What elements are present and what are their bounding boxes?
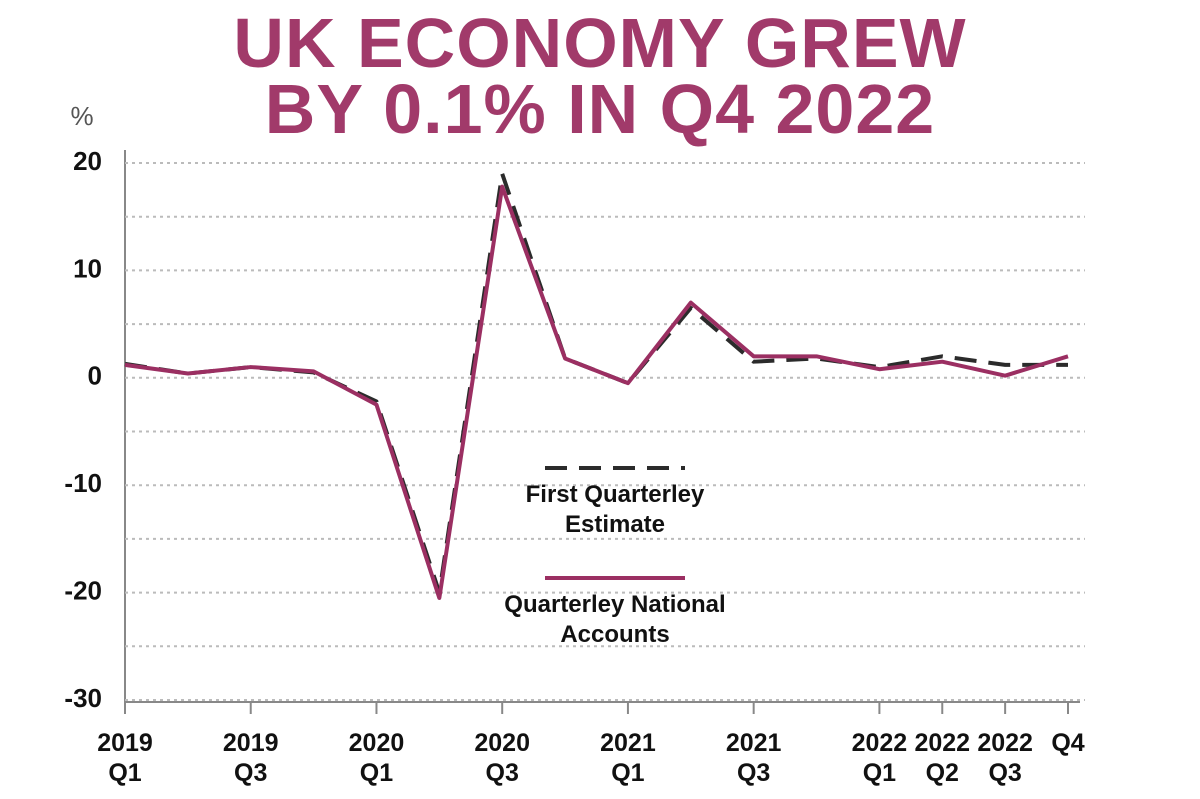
y-tick-label: 0 bbox=[88, 361, 102, 391]
chart-title: UK ECONOMY GREW bbox=[233, 4, 967, 82]
chart-title: BY 0.1% IN Q4 2022 bbox=[264, 70, 936, 148]
line-series bbox=[124, 184, 1069, 600]
y-tick-label: -20 bbox=[64, 575, 102, 605]
x-tick-label: 2022 Q1 bbox=[851, 729, 908, 787]
y-tick-label: -30 bbox=[64, 683, 102, 713]
y-tick-label: 10 bbox=[73, 253, 102, 283]
y-tick-label: -10 bbox=[64, 468, 102, 498]
y-axis-label: % bbox=[70, 101, 93, 131]
x-tick-label: 2020 Q1 bbox=[348, 729, 405, 787]
x-tick-label: 2020 Q3 bbox=[474, 729, 530, 787]
legend-label: First Quarterley Estimate bbox=[525, 481, 705, 538]
x-tick-label: Q4 bbox=[1051, 729, 1085, 757]
x-tick-label: 2019 Q1 bbox=[97, 729, 153, 787]
y-tick-label: 20 bbox=[73, 146, 102, 176]
x-tick-label: 2019 Q3 bbox=[222, 729, 279, 787]
x-tick-label: 2021 Q1 bbox=[600, 729, 656, 787]
x-tick-label: 2021 Q3 bbox=[725, 729, 782, 787]
legend-label: Quarterley National Accounts bbox=[504, 591, 726, 648]
x-tick-label: 2022 Q2 bbox=[914, 729, 971, 787]
x-tick-label: 2022 Q3 bbox=[977, 729, 1033, 787]
